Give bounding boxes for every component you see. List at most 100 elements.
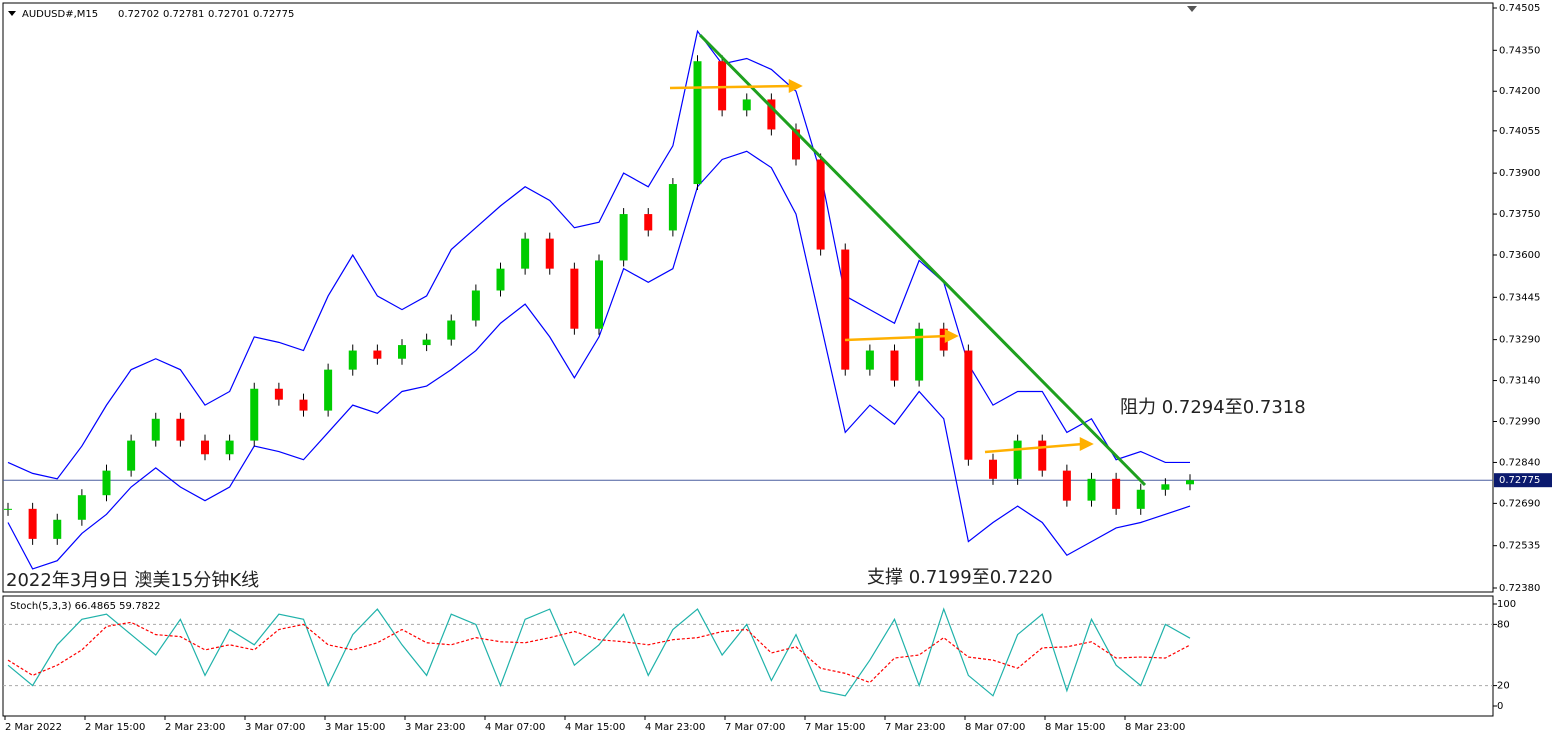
last-price-label: 0.72775 — [1499, 475, 1540, 486]
candle — [1038, 440, 1047, 471]
candle — [422, 339, 431, 346]
subtitle: 2022年3月9日 澳美15分钟K线 — [6, 570, 259, 591]
last-price-tag — [1494, 473, 1552, 488]
candle — [1112, 478, 1121, 509]
x-tick-label: 3 Mar 07:00 — [245, 722, 305, 733]
x-tick-label: 7 Mar 15:00 — [805, 722, 865, 733]
candle — [939, 328, 948, 351]
y-tick-label: 0.72380 — [1499, 583, 1540, 594]
candle — [77, 495, 86, 520]
candle — [324, 369, 333, 411]
menu-arrow[interactable] — [8, 11, 16, 16]
candle — [1062, 470, 1071, 501]
candle — [521, 238, 530, 269]
candle — [4, 508, 12, 510]
x-tick-label: 2 Mar 2022 — [5, 722, 62, 733]
y-tick-label: 0.74200 — [1499, 86, 1540, 97]
y-tick-label: 80 — [1497, 619, 1510, 630]
drawings — [669, 33, 1147, 487]
upper-band — [7, 29, 1190, 480]
x-tick-label: 8 Mar 07:00 — [965, 722, 1025, 733]
candle — [151, 418, 160, 441]
y-tick-label: 0.73900 — [1499, 168, 1540, 179]
candle — [644, 214, 653, 231]
candle — [742, 99, 751, 111]
price-pane — [2, 2, 1494, 593]
x-tick-label: 7 Mar 07:00 — [725, 722, 785, 733]
x-tick-label: 2 Mar 15:00 — [85, 722, 145, 733]
candle — [890, 350, 899, 381]
y-tick-label: 0.72990 — [1499, 417, 1540, 428]
y-tick-label: 0.73290 — [1499, 335, 1540, 346]
candle — [127, 440, 136, 471]
candle — [102, 470, 111, 496]
y-tick-label: 0.72840 — [1499, 457, 1540, 468]
candle — [865, 350, 874, 370]
candle — [841, 249, 850, 370]
y-tick-label: 0.73600 — [1499, 250, 1540, 261]
y-tick-label: 0.73750 — [1499, 209, 1540, 220]
candle — [767, 99, 776, 130]
candle — [816, 159, 825, 250]
candle — [915, 328, 924, 381]
candle — [1087, 478, 1096, 501]
stoch-line — [7, 607, 1191, 697]
arrows — [669, 78, 1094, 454]
y-tick-label: 0.73445 — [1499, 292, 1540, 303]
candle — [964, 350, 973, 460]
candle — [53, 519, 62, 539]
ohlc-value: 0.72701 — [208, 9, 249, 20]
x-tick-label: 8 Mar 23:00 — [1125, 722, 1185, 733]
candle — [668, 184, 677, 231]
candle — [792, 129, 800, 160]
x-tick-label: 4 Mar 07:00 — [485, 722, 545, 733]
candle — [274, 388, 283, 400]
x-tick-label: 3 Mar 15:00 — [325, 722, 385, 733]
candle — [718, 61, 727, 111]
ohlc-value: 0.72781 — [163, 9, 204, 20]
candle — [1013, 440, 1022, 479]
stoch-line — [7, 621, 1191, 684]
x-tick-label: 7 Mar 23:00 — [885, 722, 945, 733]
x-tick-label: 3 Mar 23:00 — [405, 722, 465, 733]
ohlc-value: 0.72775 — [253, 9, 294, 20]
stoch-title: Stoch(5,3,3) 66.4865 59.7822 — [10, 601, 161, 612]
candle — [1161, 484, 1170, 490]
y-tick-label: 100 — [1497, 599, 1516, 610]
candle — [348, 350, 357, 370]
x-tick-label: 4 Mar 23:00 — [645, 722, 705, 733]
y-tick-label: 0.73140 — [1499, 376, 1540, 387]
shift-marker — [1187, 6, 1197, 12]
support-note: 支撑 0.7199至0.7220 — [867, 567, 1053, 588]
candle — [176, 418, 185, 441]
candle — [570, 268, 579, 329]
candle — [250, 388, 259, 441]
candle — [989, 459, 997, 479]
candle — [201, 440, 209, 455]
candle — [398, 345, 406, 359]
candle — [693, 61, 702, 185]
candle — [299, 399, 308, 411]
x-tick-label: 2 Mar 23:00 — [165, 722, 225, 733]
candle — [1186, 480, 1194, 485]
lower-band — [7, 150, 1191, 570]
candle — [471, 290, 480, 321]
candle — [225, 440, 234, 455]
x-tick-label: 4 Mar 15:00 — [565, 722, 625, 733]
candle — [496, 268, 505, 291]
y-tick-label: 0 — [1497, 701, 1503, 712]
y-tick-label: 20 — [1497, 681, 1510, 692]
y-tick-label: 0.74350 — [1499, 45, 1540, 56]
candle — [28, 508, 37, 539]
candle — [619, 214, 628, 261]
ohlc-value: 0.72702 — [118, 9, 159, 20]
trendline — [698, 33, 1147, 487]
candle — [545, 238, 554, 269]
y-tick-label: 0.72690 — [1499, 498, 1540, 509]
y-tick-label: 0.72535 — [1499, 541, 1540, 552]
candle — [373, 350, 382, 359]
candle — [447, 320, 456, 340]
symbol: AUDUSD#,M15 — [22, 9, 98, 20]
stoch-pane — [2, 595, 1494, 717]
